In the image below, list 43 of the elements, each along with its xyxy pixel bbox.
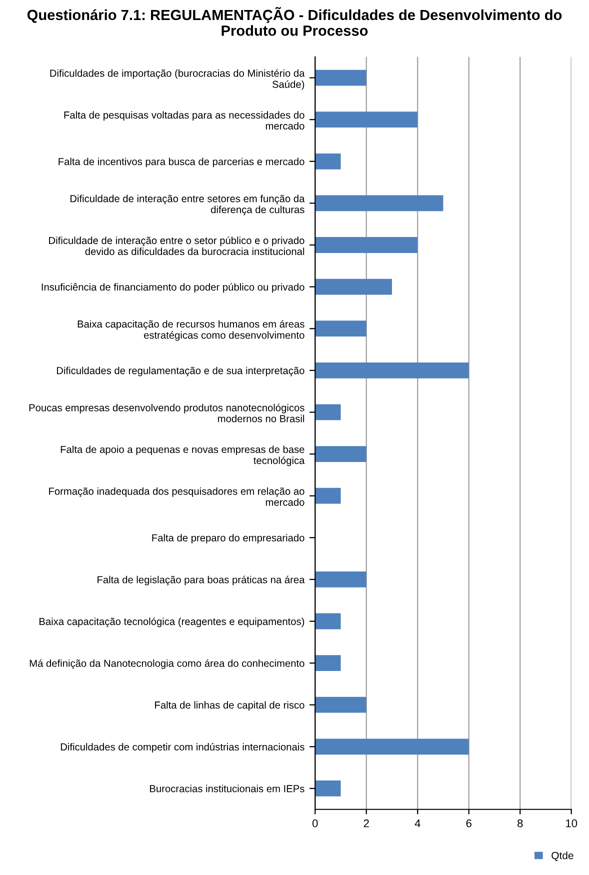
y-tick-label: Dificuldade de interação entre o setor público e o privado devido as dificuldades da burocracia institucional	[49, 236, 304, 256]
bar	[315, 446, 366, 462]
y-tick-label: Dificuldades de importação (burocracias do Ministério da Saúde)	[50, 69, 305, 90]
y-tick-label: Falta de pesquisas voltadas para as necessidades do mercado	[64, 111, 304, 130]
bar	[315, 738, 469, 755]
bar	[315, 153, 341, 170]
x-tick-label: 0	[312, 819, 318, 828]
y-tick-label: Baixa capacitação tecnológica (reagentes e equipamentos)	[40, 618, 304, 628]
y-tick-label: Falta de legislação para boas práticas na área	[98, 576, 305, 586]
y-tick-label: Falta de incentivos para busca de parcerias e mercado	[58, 158, 304, 168]
y-tick-label: Dificuldade de interação entre setores em função da diferença de culturas	[70, 194, 305, 216]
x-tick-label: 10	[566, 819, 578, 828]
bar	[315, 70, 366, 86]
bar	[315, 195, 444, 212]
bar	[315, 488, 341, 504]
y-tick-label: Falta de preparo do empresariado	[152, 534, 304, 544]
y-tick-label: Baixa capacitação de recursos humanos em áreas estratégicas como desenvolvimento	[78, 320, 304, 341]
chart-title: Questionário 7.1: REGULAMENTAÇÃO - Dificuldades de Desenvolvimento do Produto ou Processo	[27, 7, 562, 36]
x-tick-label: 4	[414, 820, 420, 828]
bar	[315, 655, 341, 671]
bar	[315, 320, 366, 337]
y-tick-label: Má definição da Nanotecnologia como área do conhecimento	[30, 659, 304, 669]
bar	[315, 237, 418, 253]
y-tick-label: Dificuldades de regulamentação e de sua interpretação	[56, 366, 304, 376]
bar	[315, 613, 341, 630]
legend-label: Qtde	[552, 852, 574, 862]
y-tick-label: Falta de linhas de capital de risco	[155, 701, 304, 711]
y-tick-label: Dificuldades de competir com indústrias internacionais	[60, 742, 304, 753]
bar	[315, 572, 366, 588]
y-tick-label: Poucas empresas desenvolvendo produtos nanotecnológicos modernos no Brasil	[29, 404, 304, 422]
y-tick-label: Insuficiência de financiamento do poder público ou privado	[42, 283, 304, 293]
y-tick-label: Formação inadequada dos pesquisadores em relação ao mercado	[49, 487, 304, 506]
bar	[315, 112, 418, 128]
x-tick-label: 8	[517, 819, 523, 828]
bar	[315, 780, 341, 796]
bar	[315, 362, 469, 378]
x-tick-label: 6	[466, 819, 472, 828]
bar	[315, 278, 392, 295]
x-tick-label: 2	[364, 819, 369, 828]
y-tick-label: Burocracias institucionais em IEPs	[150, 784, 304, 792]
y-tick-label: Falta de apoio a pequenas e novas empresas de base tecnológica	[60, 446, 305, 466]
bar	[315, 404, 341, 420]
bar	[315, 696, 366, 713]
